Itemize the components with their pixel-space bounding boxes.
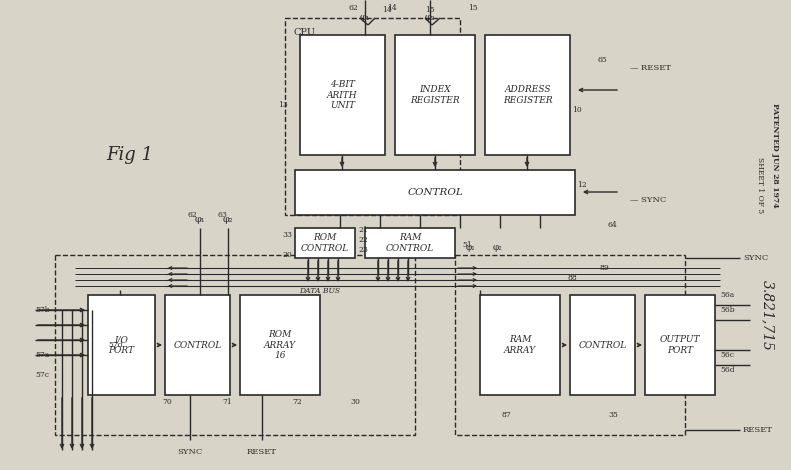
Text: 57c: 57c (35, 371, 49, 379)
Bar (285, 18, 460, 215)
Text: ROM
CONTROL: ROM CONTROL (301, 233, 349, 253)
Text: φ₂: φ₂ (493, 243, 503, 252)
Text: φ₁: φ₁ (360, 14, 370, 23)
Text: 56c: 56c (720, 351, 734, 359)
Bar (240, 295, 320, 395)
Bar (570, 295, 635, 395)
Text: Fig 1: Fig 1 (107, 146, 153, 164)
Text: 64: 64 (607, 221, 617, 229)
Text: CONTROL: CONTROL (407, 188, 463, 197)
Text: φ₁: φ₁ (465, 243, 475, 252)
Text: 35: 35 (608, 411, 618, 419)
Text: 22: 22 (358, 236, 368, 244)
Text: 62: 62 (188, 211, 198, 219)
Text: 62: 62 (348, 4, 358, 12)
Text: φ₂: φ₂ (223, 216, 233, 225)
Text: SYNC: SYNC (743, 254, 768, 262)
Text: RAM
ARRAY: RAM ARRAY (504, 335, 536, 355)
Text: 70: 70 (162, 398, 172, 406)
Bar (300, 35, 385, 155)
Text: φ₂: φ₂ (425, 14, 435, 23)
Text: 57a: 57a (35, 351, 49, 359)
Text: SHEET 1 OF 5: SHEET 1 OF 5 (756, 157, 764, 213)
Bar (55, 255, 415, 435)
Text: 14: 14 (382, 6, 392, 14)
Text: 63: 63 (218, 211, 228, 219)
Bar (365, 228, 455, 258)
Text: 21: 21 (358, 226, 368, 234)
Text: 51: 51 (462, 241, 471, 249)
Text: 12: 12 (577, 181, 587, 189)
Bar (295, 228, 355, 258)
Text: CONTROL: CONTROL (173, 340, 221, 350)
Text: 57d: 57d (108, 341, 123, 349)
Text: RAM
CONTROL: RAM CONTROL (386, 233, 434, 253)
Text: 56b: 56b (720, 306, 735, 314)
Bar (645, 295, 715, 395)
Text: 33: 33 (282, 231, 292, 239)
Text: I/O
PORT: I/O PORT (108, 335, 134, 355)
Text: — SYNC: — SYNC (630, 196, 666, 204)
Text: PATENTED JUN 28 1974: PATENTED JUN 28 1974 (771, 102, 779, 207)
Bar (455, 255, 685, 435)
Text: CONTROL: CONTROL (578, 340, 626, 350)
Bar (88, 295, 155, 395)
Text: 30: 30 (350, 398, 360, 406)
Text: 15: 15 (468, 4, 478, 12)
Text: 23: 23 (358, 246, 368, 254)
Text: 88: 88 (568, 274, 577, 282)
Text: 89: 89 (600, 264, 610, 272)
Text: DATA BUS: DATA BUS (300, 287, 341, 295)
Text: — RESET: — RESET (630, 64, 671, 72)
Text: 65: 65 (598, 56, 607, 64)
Bar (485, 35, 570, 155)
Text: 20: 20 (282, 251, 292, 259)
Text: ROM
ARRAY
16: ROM ARRAY 16 (264, 330, 296, 360)
Text: RESET: RESET (743, 426, 773, 434)
Text: 56d: 56d (720, 366, 735, 374)
Text: CPU: CPU (293, 28, 315, 37)
Text: φ₁: φ₁ (195, 216, 206, 225)
Text: 13: 13 (278, 101, 288, 109)
Text: 15: 15 (425, 6, 435, 14)
Text: 87: 87 (502, 411, 512, 419)
Text: RESET: RESET (247, 448, 277, 456)
Text: 14: 14 (387, 4, 397, 12)
Text: SYNC: SYNC (177, 448, 202, 456)
Text: 4-BIT
ARITH
UNIT: 4-BIT ARITH UNIT (327, 80, 358, 110)
Bar (480, 295, 560, 395)
Text: ADDRESS
REGISTER: ADDRESS REGISTER (503, 85, 552, 105)
Text: 56a: 56a (720, 291, 734, 299)
Text: 57b: 57b (35, 306, 50, 314)
Text: 72: 72 (292, 398, 301, 406)
Text: OUTPUT
PORT: OUTPUT PORT (660, 335, 700, 355)
Bar (165, 295, 230, 395)
Text: 3.821,715: 3.821,715 (761, 280, 775, 351)
Bar (395, 35, 475, 155)
Text: INDEX
REGISTER: INDEX REGISTER (411, 85, 460, 105)
Bar (295, 170, 575, 215)
Text: 10: 10 (572, 106, 581, 114)
Text: 71: 71 (222, 398, 232, 406)
